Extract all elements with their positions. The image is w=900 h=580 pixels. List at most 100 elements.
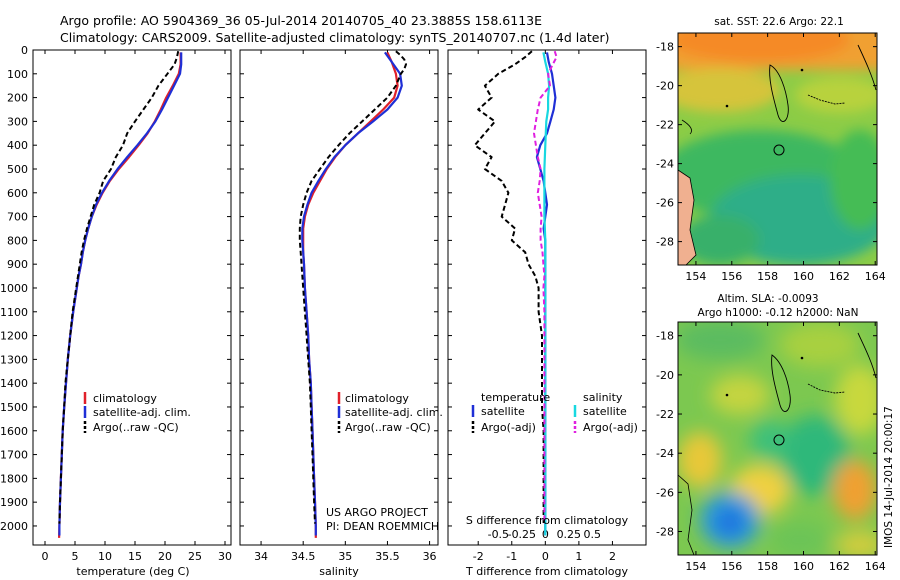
title-line-2: Climatology: CARS2009. Satellite-adjuste…	[60, 30, 610, 45]
sla-map-lon-axis: 154 156 158 160 162 164	[685, 322, 886, 573]
legend-argo-label: Argo(..raw -QC)	[345, 421, 431, 434]
legend-s-satellite-label: satellite	[583, 405, 627, 418]
depth-tick-label: 1700	[0, 449, 28, 462]
legend-temperature-title: temperature	[481, 391, 550, 404]
legend-t-satellite-label: satellite	[481, 405, 525, 418]
lon-tick-label: 162	[829, 270, 850, 283]
series-line-argo-raw-qc	[58, 51, 180, 524]
depth-axis: 0 100 200 300 400 500 600 700 800 900 1000 1100 1200…	[0, 44, 646, 533]
legend-climatology-label: climatology	[93, 392, 157, 405]
sst-map-lat-axis: -18 -20 -22 -24 -26 -28	[656, 41, 877, 249]
sla-map-lat-axis: -18 -20 -22 -24 -26 -28	[656, 330, 877, 539]
s-tick-label: 0.25	[557, 528, 582, 541]
depth-tick-label: 700	[7, 211, 28, 224]
depth-tick-label: 100	[7, 68, 28, 81]
depth-tick-label: 1600	[0, 425, 28, 438]
series-line-s-argo-adj	[533, 50, 558, 524]
lat-tick-label: -22	[656, 119, 674, 132]
salinity-panel-frame	[239, 49, 439, 546]
argo-float-marker	[773, 434, 785, 446]
x-tick-label: 0	[542, 550, 549, 563]
s-tick-label: 0.5	[584, 528, 602, 541]
depth-tick-label: 1800	[0, 472, 28, 485]
temperature-x-axis: 0 5 10 15 20 25 30	[42, 50, 232, 563]
lat-tick-label: -20	[656, 369, 674, 382]
x-tick-label: 25	[188, 550, 202, 563]
salinity-legend: climatology satellite-adj. clim. Argo(..…	[337, 392, 443, 434]
temperature-panel-frame	[32, 49, 232, 546]
depth-tick-label: 200	[7, 92, 28, 105]
x-tick-label: 10	[98, 550, 112, 563]
legend-salinity-title: salinity	[583, 391, 623, 404]
lat-tick-label: -24	[656, 158, 674, 171]
sst-map-lon-axis: 154 156 158 160 162 164	[685, 33, 886, 283]
title-line-1: Argo profile: AO 5904369_36 05-Jul-2014 …	[60, 13, 542, 28]
lon-tick-label: 164	[865, 270, 886, 283]
depth-tick-label: 900	[7, 258, 28, 271]
lon-tick-label: 158	[757, 560, 778, 573]
depth-tick-label: 1900	[0, 496, 28, 509]
x-tick-label: 20	[158, 550, 172, 563]
x-tick-label: 35	[338, 550, 352, 563]
depth-tick-label: 1000	[0, 282, 28, 295]
lat-tick-label: -28	[656, 526, 674, 539]
lon-tick-label: 156	[721, 560, 742, 573]
depth-tick-label: 400	[7, 139, 28, 152]
sla-map-title-2: Argo h1000: -0.12 h2000: NaN	[698, 307, 859, 319]
salinity-x-axis: 34 34.5 35 35.5 36	[254, 50, 437, 563]
lat-tick-label: -24	[656, 447, 674, 460]
difference-lines	[473, 50, 558, 536]
x-tick-label: 5	[72, 550, 79, 563]
x-tick-label: -1	[506, 550, 517, 563]
x-tick-label: 34	[254, 550, 268, 563]
sla-map-frame	[677, 321, 878, 556]
x-tick-label: 34.5	[291, 550, 316, 563]
lon-tick-label: 154	[685, 560, 706, 573]
difference-legend: temperature salinity satellite Argo(-adj…	[471, 391, 638, 434]
depth-tick-label: 600	[7, 187, 28, 200]
sst-map	[678, 33, 877, 265]
salinity-lines	[298, 50, 407, 538]
x-tick-label: 30	[218, 550, 232, 563]
lat-tick-label: -22	[656, 408, 674, 421]
legend-satellite-label: satellite-adj. clim.	[93, 406, 191, 419]
s-difference-axis-label: S difference from climatology	[466, 514, 629, 527]
lat-tick-label: -26	[656, 197, 674, 210]
s-tick-label: -0.25	[508, 528, 536, 541]
lat-tick-label: -26	[656, 486, 674, 499]
x-tick-label: 35.5	[375, 550, 400, 563]
legend-s-argo-label: Argo(-adj)	[583, 421, 638, 434]
depth-tick-label: 500	[7, 163, 28, 176]
sst-map-frame	[677, 32, 878, 266]
depth-tick-label: 300	[7, 115, 28, 128]
x-tick-label: -2	[473, 550, 484, 563]
depth-tick-label: 1400	[0, 377, 28, 390]
lon-tick-label: 160	[793, 270, 814, 283]
imos-credit: IMOS 14-Jul-2014 20:00:17	[883, 406, 895, 548]
depth-tick-label: 1100	[0, 306, 28, 319]
depth-tick-label: 1500	[0, 401, 28, 414]
lat-tick-label: -28	[656, 236, 674, 249]
lon-tick-label: 164	[865, 560, 886, 573]
lon-tick-label: 154	[685, 270, 706, 283]
x-tick-label: 15	[128, 550, 142, 563]
lat-tick-label: -18	[656, 41, 674, 54]
project-name: US ARGO PROJECT	[326, 506, 428, 519]
sla-map	[678, 322, 877, 555]
legend-argo-label: Argo(..raw -QC)	[93, 421, 179, 434]
salinity-axis-label: salinity	[319, 565, 359, 578]
series-line-t-argo-adj	[473, 50, 545, 524]
lon-tick-label: 160	[793, 560, 814, 573]
temperature-legend: climatology satellite-adj. clim. Argo(..…	[83, 392, 191, 434]
t-difference-axis-label: T difference from climatology	[465, 565, 628, 578]
x-tick-label: 36	[423, 550, 437, 563]
lat-tick-label: -18	[656, 330, 674, 343]
argo-float-marker	[773, 144, 785, 156]
lon-tick-label: 158	[757, 270, 778, 283]
project-pi: PI: DEAN ROEMMICH	[326, 520, 439, 533]
x-tick-label: 2	[609, 550, 616, 563]
t-difference-x-axis: -2 -1 0 1 2	[473, 50, 616, 563]
temperature-axis-label: temperature (deg C)	[76, 565, 189, 578]
depth-tick-label: 800	[7, 234, 28, 247]
